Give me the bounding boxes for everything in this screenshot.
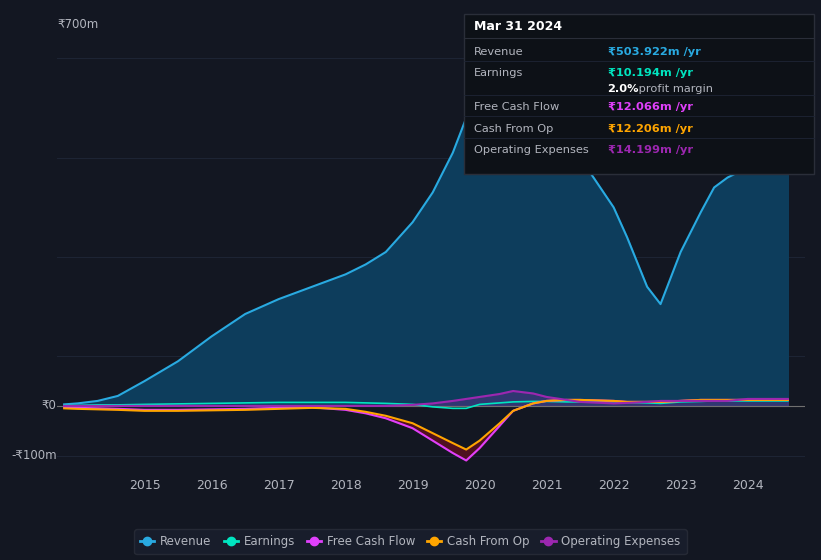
Text: ₹14.199m /yr: ₹14.199m /yr: [608, 145, 693, 155]
Text: ₹10.194m /yr: ₹10.194m /yr: [608, 68, 693, 78]
Text: Operating Expenses: Operating Expenses: [474, 145, 589, 155]
Legend: Revenue, Earnings, Free Cash Flow, Cash From Op, Operating Expenses: Revenue, Earnings, Free Cash Flow, Cash …: [135, 529, 686, 554]
Text: ₹12.206m /yr: ₹12.206m /yr: [608, 124, 692, 134]
Text: 2.0%: 2.0%: [608, 84, 639, 94]
Text: -₹100m: -₹100m: [11, 449, 57, 462]
Text: Cash From Op: Cash From Op: [474, 124, 553, 134]
Text: Revenue: Revenue: [474, 47, 523, 57]
Text: ₹12.066m /yr: ₹12.066m /yr: [608, 102, 693, 113]
Text: Earnings: Earnings: [474, 68, 523, 78]
Text: ₹503.922m /yr: ₹503.922m /yr: [608, 47, 700, 57]
Text: Mar 31 2024: Mar 31 2024: [474, 20, 562, 33]
Text: ₹700m: ₹700m: [57, 18, 99, 31]
Text: profit margin: profit margin: [635, 84, 713, 94]
Text: ₹0: ₹0: [42, 399, 57, 412]
Text: Free Cash Flow: Free Cash Flow: [474, 102, 559, 113]
